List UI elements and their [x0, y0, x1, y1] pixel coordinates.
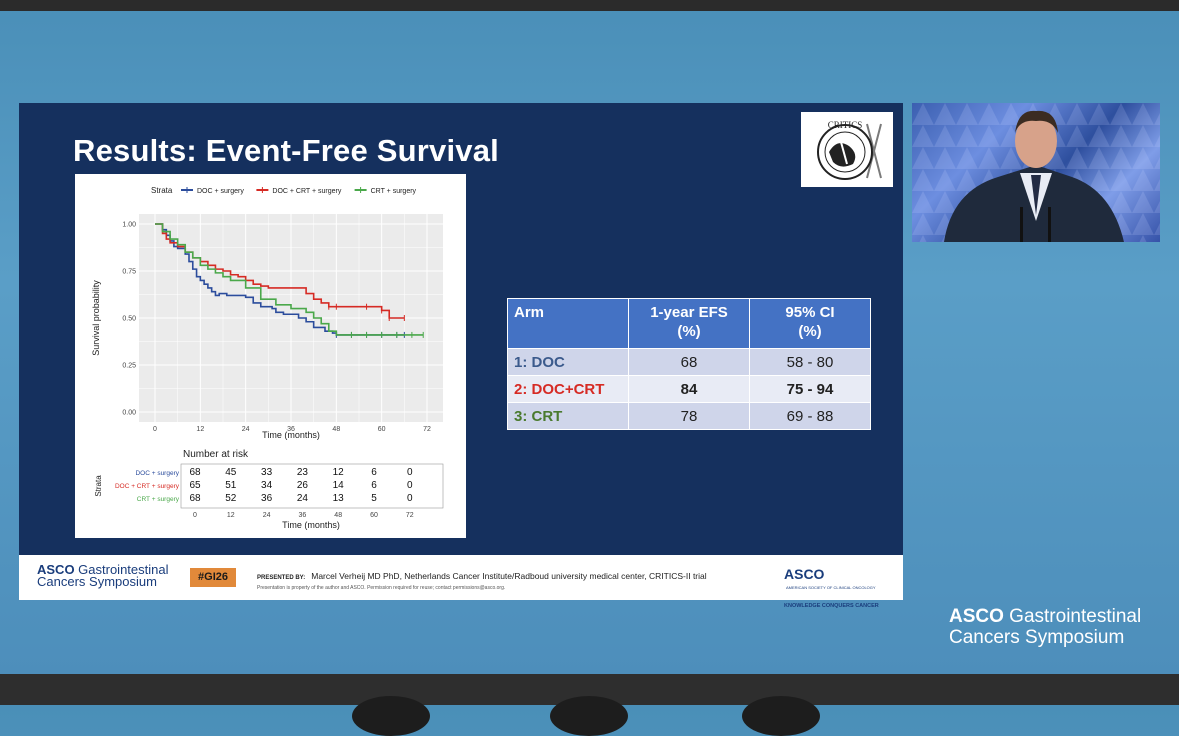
efs-ci-cell: 75 - 94: [749, 375, 871, 403]
corner-asco-logo: ASCO Gastrointestinal Cancers Symposium: [949, 606, 1142, 648]
presentation-slide: Results: Event-Free Survival CRITICS Str…: [19, 103, 903, 609]
risk-row-label: DOC + surgery: [135, 470, 179, 477]
x-tick-label: 24: [242, 426, 250, 433]
hashtag-badge: #GI26: [190, 568, 236, 587]
risk-count: 34: [261, 480, 273, 491]
efs-arm-cell: 1: DOC: [507, 348, 629, 376]
speaker-figure-icon: [912, 103, 1160, 242]
y-axis-label: Survival probability: [91, 280, 101, 356]
y-tick-label: 0.75: [122, 269, 136, 276]
speaker-video: [912, 103, 1160, 242]
legend-label: DOC + CRT + surgery: [272, 188, 341, 195]
critics-logo: CRITICS: [801, 112, 893, 187]
risk-table-xlabel: Time (months): [282, 520, 340, 530]
risk-row-label: DOC + CRT + surgery: [115, 483, 180, 490]
x-tick-label: 72: [423, 426, 431, 433]
y-tick-label: 1.00: [122, 222, 136, 229]
risk-table-ylabel: Strata: [94, 475, 103, 497]
risk-column-label: 48: [334, 512, 342, 519]
legend-title: Strata: [151, 186, 173, 195]
risk-column-label: 0: [193, 512, 197, 519]
risk-count: 33: [261, 467, 273, 478]
x-axis-label: Time (months): [262, 430, 320, 440]
efs-ci-cell: 69 - 88: [749, 402, 871, 430]
efs-arm-cell: 3: CRT: [507, 402, 629, 430]
control-button-2[interactable]: [550, 696, 628, 736]
presented-by: PRESENTED BY: Marcel Verheij MD PhD, Neth…: [257, 571, 707, 581]
risk-count: 65: [189, 480, 201, 491]
risk-count: 0: [407, 467, 413, 478]
risk-count: 12: [333, 467, 345, 478]
x-tick-label: 12: [196, 426, 204, 433]
efs-value-cell: 68: [628, 348, 750, 376]
risk-column-label: 36: [299, 512, 307, 519]
legend-label: DOC + surgery: [197, 188, 244, 195]
asco-brand-logo: ASCOAMERICAN SOCIETY OF CLINICAL ONCOLOG…: [784, 566, 879, 609]
risk-column-label: 72: [406, 512, 414, 519]
efs-value-cell: 78: [628, 402, 750, 430]
efs-summary-table: Arm 1-year EFS (%) 95% CI (%) 1: DOC 68 58 -…: [507, 298, 871, 430]
efs-table-header-row: Arm 1-year EFS (%) 95% CI (%): [507, 298, 871, 349]
risk-count: 68: [189, 493, 201, 504]
risk-table-box: [180, 463, 444, 509]
risk-table-title: Number at risk: [183, 449, 249, 460]
control-button-3[interactable]: [742, 696, 820, 736]
permission-note: Presentation is property of the author a…: [257, 585, 506, 591]
efs-table-row: 2: DOC+CRT 84 75 - 94: [507, 375, 871, 403]
survival-curve: [155, 223, 424, 336]
header-ci: 95% CI (%): [749, 298, 871, 349]
efs-arm-cell: 2: DOC+CRT: [507, 375, 629, 403]
y-tick-label: 0.50: [122, 316, 136, 323]
risk-count: 36: [261, 493, 273, 504]
slide-footer: ASCO Gastrointestinal Cancers Symposium #…: [19, 555, 903, 609]
risk-count: 0: [407, 493, 413, 504]
kaplan-meier-panel: Strata DOC + surgery DOC + CRT + surgery CR…: [75, 174, 466, 538]
risk-count: 5: [371, 493, 377, 504]
x-tick-label: 48: [332, 426, 340, 433]
x-tick-label: 36: [287, 426, 295, 433]
risk-column-label: 60: [370, 512, 378, 519]
survival-curve: [155, 223, 405, 336]
y-tick-label: 0.25: [122, 363, 136, 370]
risk-column-label: 12: [227, 512, 235, 519]
risk-count: 0: [407, 480, 413, 491]
kaplan-meier-chart: Strata DOC + surgery DOC + CRT + surgery CR…: [91, 186, 444, 530]
legend-label: CRT + surgery: [371, 188, 417, 195]
efs-ci-cell: 58 - 80: [749, 348, 871, 376]
header-arm: Arm: [507, 298, 629, 349]
efs-table-row: 3: CRT 78 69 - 88: [507, 402, 871, 430]
risk-count: 23: [297, 467, 309, 478]
top-bar: [0, 0, 1179, 11]
logo-text: CRITICS: [828, 120, 863, 130]
risk-column-label: 24: [263, 512, 271, 519]
efs-table-row: 1: DOC 68 58 - 80: [507, 348, 871, 376]
risk-count: 6: [371, 467, 377, 478]
risk-count: 68: [189, 467, 201, 478]
risk-count: 51: [225, 480, 237, 491]
risk-count: 45: [225, 467, 237, 478]
risk-count: 13: [333, 493, 345, 504]
slide-title: Results: Event-Free Survival: [73, 133, 499, 168]
x-tick-label: 0: [153, 426, 157, 433]
risk-row-label: CRT + surgery: [137, 496, 180, 503]
x-tick-label: 60: [378, 426, 386, 433]
risk-count: 6: [371, 480, 377, 491]
risk-count: 24: [297, 493, 309, 504]
risk-count: 52: [225, 493, 237, 504]
footer-asco-logo: ASCO Gastrointestinal Cancers Symposium: [37, 562, 169, 589]
risk-count: 14: [333, 480, 345, 491]
critics-logo-icon: CRITICS: [817, 120, 882, 180]
control-button-1[interactable]: [352, 696, 430, 736]
survival-curve: [155, 223, 405, 319]
risk-count: 26: [297, 480, 309, 491]
y-tick-label: 0.00: [122, 410, 136, 417]
header-efs: 1-year EFS (%): [628, 298, 750, 349]
efs-value-cell: 84: [628, 375, 750, 403]
